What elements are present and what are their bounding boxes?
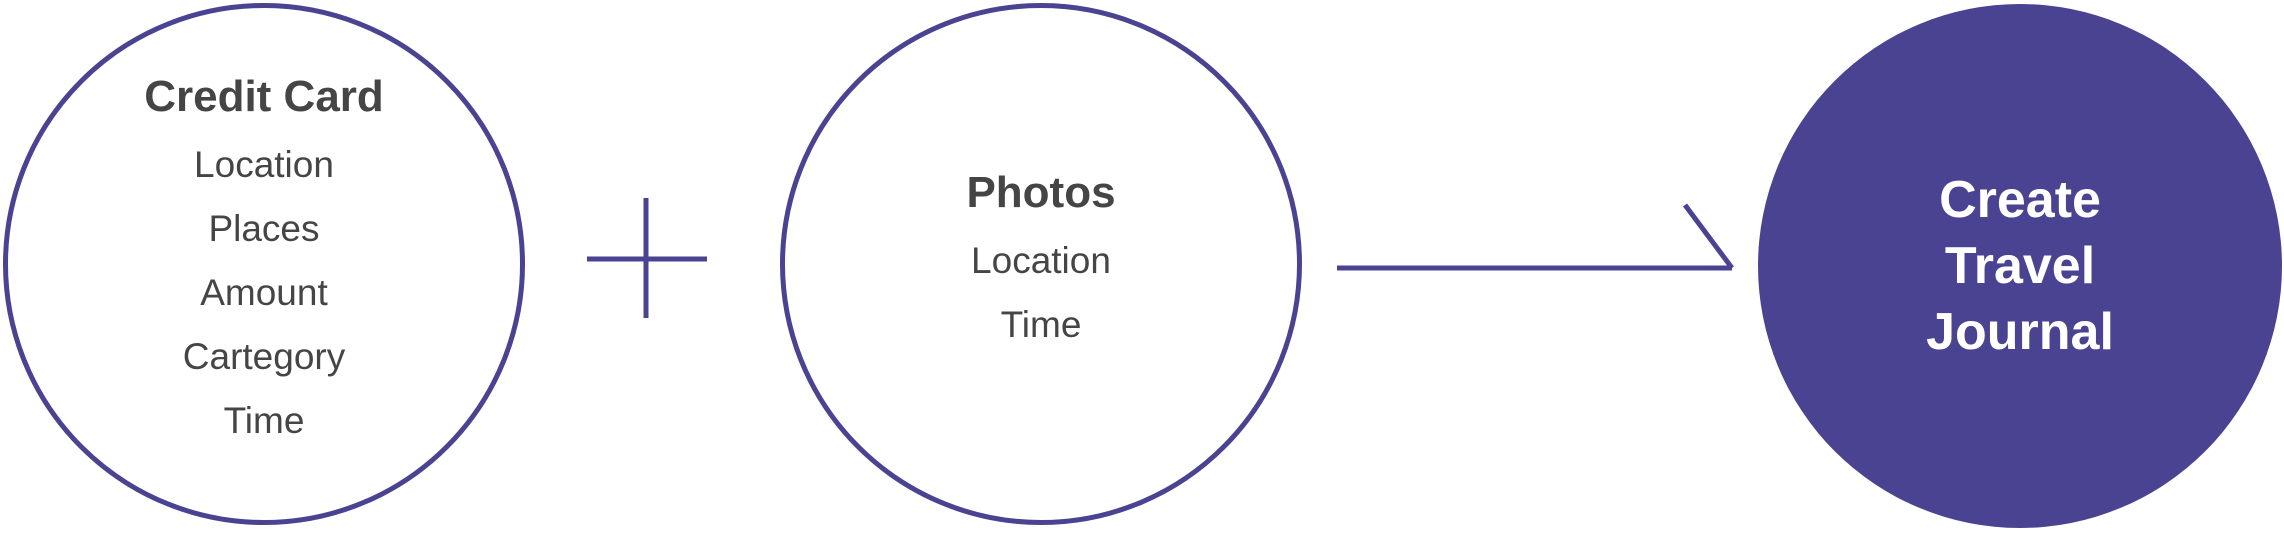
credit-card-field-places: Places <box>208 208 320 249</box>
credit-card-field-time: Time <box>223 400 305 441</box>
credit-card-fields: Location Places Amount Cartegory Time <box>183 133 345 453</box>
travel-journal-node: Create Travel Journal <box>1758 4 2282 528</box>
photos-title: Photos <box>966 168 1116 217</box>
credit-card-field-category: Cartegory <box>182 336 346 377</box>
credit-card-field-amount: Amount <box>200 272 328 313</box>
photos-field-time: Time <box>1000 304 1082 345</box>
plus-icon <box>587 198 707 318</box>
credit-card-field-location: Location <box>194 144 334 185</box>
result-line-create: Create <box>1939 171 2101 229</box>
credit-card-node: Credit Card Location Places Amount Carte… <box>3 3 525 525</box>
credit-card-title: Credit Card <box>144 72 384 121</box>
photos-node: Photos Location Time <box>780 3 1302 525</box>
arrow-head <box>1682 203 1735 270</box>
photos-field-location: Location <box>971 240 1111 281</box>
result-line-travel: Travel <box>1944 237 2096 295</box>
photos-fields: Location Time <box>971 229 1111 357</box>
result-line-journal: Journal <box>1926 303 2114 361</box>
arrow-right-icon <box>1337 203 1735 271</box>
